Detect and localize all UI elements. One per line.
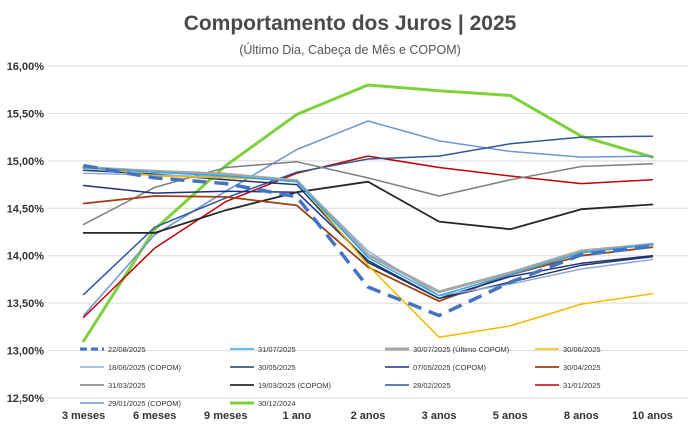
series-lines [82, 83, 654, 343]
series-line [82, 166, 654, 294]
x-tick-label: 6 meses [133, 410, 176, 422]
series-line [82, 164, 654, 339]
y-tick-label: 13,00% [7, 346, 45, 358]
y-tick-label: 15,00% [7, 156, 45, 168]
series-line [82, 155, 654, 319]
legend-label: 29/01/2025 (COPOM) [108, 399, 181, 408]
legend-label: 31/07/2025 [258, 345, 296, 354]
legend-label: 31/01/2025 [563, 381, 601, 390]
legend-label: 19/03/2025 (COPOM) [258, 381, 331, 390]
legend-label: 30/06/2025 [563, 345, 601, 354]
x-tick-label: 5 anos [493, 410, 528, 422]
series-line [82, 172, 654, 297]
x-tick-label: 3 anos [422, 410, 457, 422]
legend: 22/08/2025 31/07/2025 30/07/2025 (Último C… [80, 345, 601, 408]
legend-label: 22/08/2025 [108, 345, 146, 354]
y-axis: 12,50% 13,00% 13,50% 14,00% 14,50% 15,00% 15,5… [7, 61, 45, 405]
series-line [82, 184, 654, 300]
chart-title: Comportamento dos Juros | 2025 [184, 12, 517, 35]
series-line [83, 163, 653, 318]
x-tick-label: 10 anos [632, 410, 673, 422]
legend-label: 28/02/2025 [413, 381, 451, 390]
y-tick-label: 12,50% [7, 393, 45, 405]
x-tick-label: 1 ano [283, 410, 312, 422]
y-tick-label: 15,50% [7, 108, 45, 120]
legend-label: 30/05/2025 [258, 363, 296, 372]
series-line [82, 135, 654, 296]
x-tick-label: 9 meses [204, 410, 247, 422]
gridlines [48, 65, 688, 399]
series-line [82, 180, 654, 234]
series-line [82, 166, 654, 297]
x-axis: 3 meses 6 meses 9 meses 1 ano 2 anos 3 anos 5 … [62, 410, 673, 422]
y-tick-label: 14,00% [7, 251, 45, 263]
x-tick-label: 2 anos [351, 410, 386, 422]
series-line [82, 169, 654, 300]
legend-label: 18/06/2025 (COPOM) [108, 363, 181, 372]
y-tick-label: 14,50% [7, 203, 45, 215]
chart-subtitle: (Último Dia, Cabeça de Mês e COPOM) [239, 42, 461, 57]
series-line [82, 120, 654, 317]
y-tick-label: 16,00% [7, 61, 45, 73]
y-tick-label: 13,50% [7, 298, 45, 310]
legend-label: 07/05/2025 (COPOM) [413, 363, 486, 372]
legend-label: 30/04/2025 [563, 363, 601, 372]
x-tick-label: 3 meses [62, 410, 105, 422]
legend-label: 30/07/2025 (Último COPOM) [413, 345, 510, 354]
series-line [82, 195, 654, 303]
series-line [82, 83, 654, 343]
x-tick-label: 8 anos [564, 410, 599, 422]
legend-label: 31/03/2025 [108, 381, 146, 390]
legend-label: 30/12/2024 [258, 399, 296, 408]
